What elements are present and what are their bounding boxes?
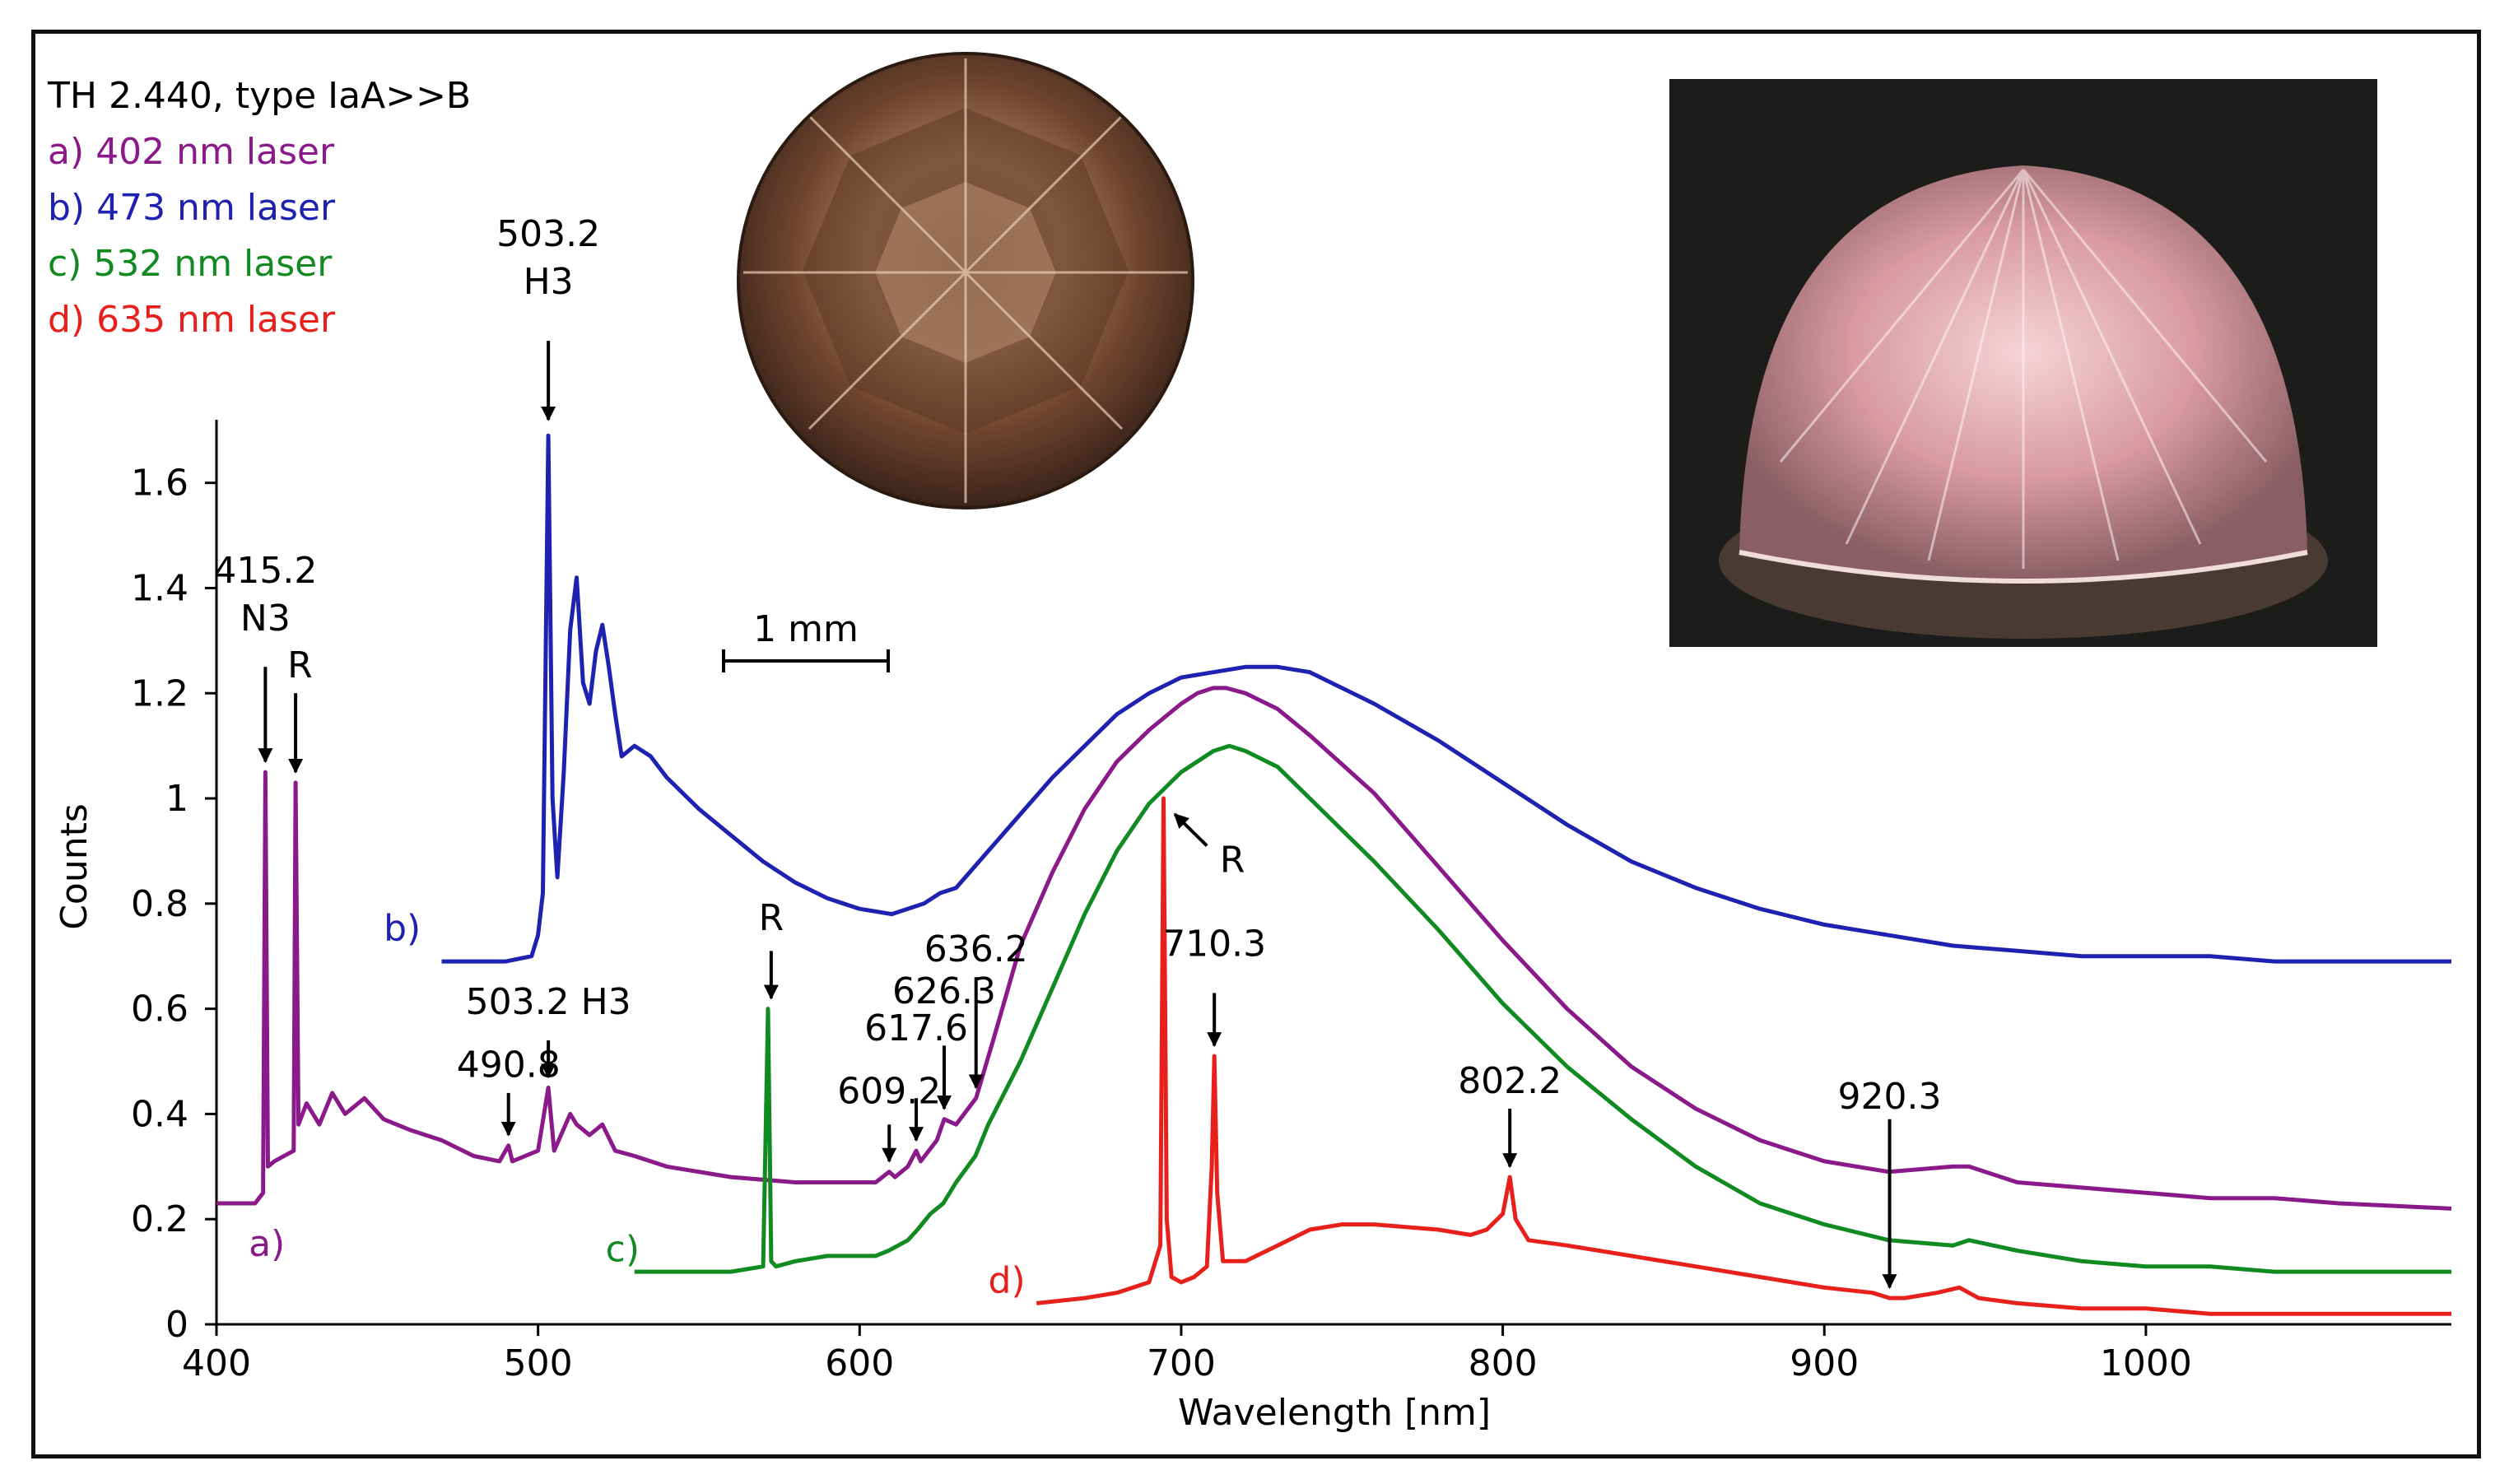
annotation-label: R [1220, 840, 1245, 882]
x-tick-label: 700 [1147, 1342, 1216, 1384]
annotation-label: N3 [240, 598, 291, 640]
legend-a: a) 402 nm laser [48, 131, 335, 173]
annotation-label: 920.3 [1838, 1076, 1942, 1118]
x-tick-label: 900 [1790, 1342, 1859, 1384]
photo-left [737, 52, 1194, 509]
x-axis-label: Wavelength [nm] [1178, 1392, 1491, 1434]
y-tick-label: 1.2 [131, 672, 189, 714]
annotation-label: 617.6 [864, 1007, 968, 1049]
y-tick-label: 1.6 [131, 463, 189, 505]
annotation-label: H3 [524, 261, 574, 303]
spectrum-chart: 1 mm TH 2.440, type IaA>>B a) 402 nm las… [47, 52, 2452, 1434]
x-tick-label: 1000 [2100, 1342, 2192, 1384]
annotation-label: R [287, 644, 313, 686]
annotation-label: 609.2 [837, 1071, 941, 1113]
annotation-label: 710.3 [1162, 923, 1266, 965]
figure-frame: 1 mm TH 2.440, type IaA>>B a) 402 nm las… [31, 30, 2481, 1458]
y-tick-label: 0.8 [131, 883, 189, 925]
series-layer: a) b) c) d) [216, 433, 2452, 1316]
annotation-label: 503.2 H3 [466, 981, 631, 1023]
series-line-d [1036, 796, 2451, 1316]
y-ticks: 0 0.2 0.4 0.6 0.8 1 1.2 1.4 1.6 [131, 463, 216, 1346]
legend: TH 2.440, type IaA>>B a) 402 nm laser b)… [47, 75, 471, 341]
legend-d: d) 635 nm laser [48, 299, 336, 341]
series-label-c: c) [606, 1228, 640, 1270]
scale-bar-label: 1 mm [753, 608, 859, 650]
x-tick-label: 800 [1469, 1342, 1538, 1384]
series-label-d: d) [989, 1260, 1026, 1302]
annotation-label: 415.2 [213, 550, 317, 592]
series-line-a [216, 686, 2452, 1211]
sample-title: TH 2.440, type IaA>>B [47, 75, 471, 117]
y-tick-label: 0.6 [131, 989, 189, 1030]
annotation-label: 802.2 [1458, 1060, 1562, 1102]
legend-b: b) 473 nm laser [48, 187, 336, 229]
series-line-b [441, 433, 2451, 964]
annotation-arrow [1173, 812, 1208, 847]
x-tick-label: 400 [182, 1342, 251, 1384]
annotation-label: R [759, 897, 784, 939]
y-tick-label: 1 [165, 778, 189, 820]
x-ticks: 400 500 600 700 800 900 1000 [182, 1324, 2192, 1384]
y-tick-label: 0 [165, 1304, 189, 1346]
photo-right [1669, 79, 2377, 647]
annotation-label: 490.8 [457, 1044, 561, 1086]
y-tick-label: 0.4 [131, 1093, 189, 1135]
annotation-label: 503.2 [496, 213, 600, 255]
x-tick-label: 500 [504, 1342, 573, 1384]
x-tick-label: 600 [825, 1342, 894, 1384]
scale-bar: 1 mm [722, 608, 890, 672]
annotation-label: 636.2 [924, 928, 1028, 970]
series-label-a: a) [249, 1223, 285, 1265]
legend-c: c) 532 nm laser [48, 243, 333, 285]
series-line-c [634, 743, 2451, 1274]
y-tick-label: 1.4 [131, 567, 189, 609]
annotation-label: 626.3 [892, 970, 996, 1012]
y-axis-label: Counts [54, 803, 95, 930]
series-label-b: b) [384, 908, 421, 950]
axes: 400 500 600 700 800 900 1000 0 0.2 0.4 0.6 0.8 1 1.2… [54, 420, 2451, 1434]
y-tick-label: 0.2 [131, 1198, 189, 1240]
